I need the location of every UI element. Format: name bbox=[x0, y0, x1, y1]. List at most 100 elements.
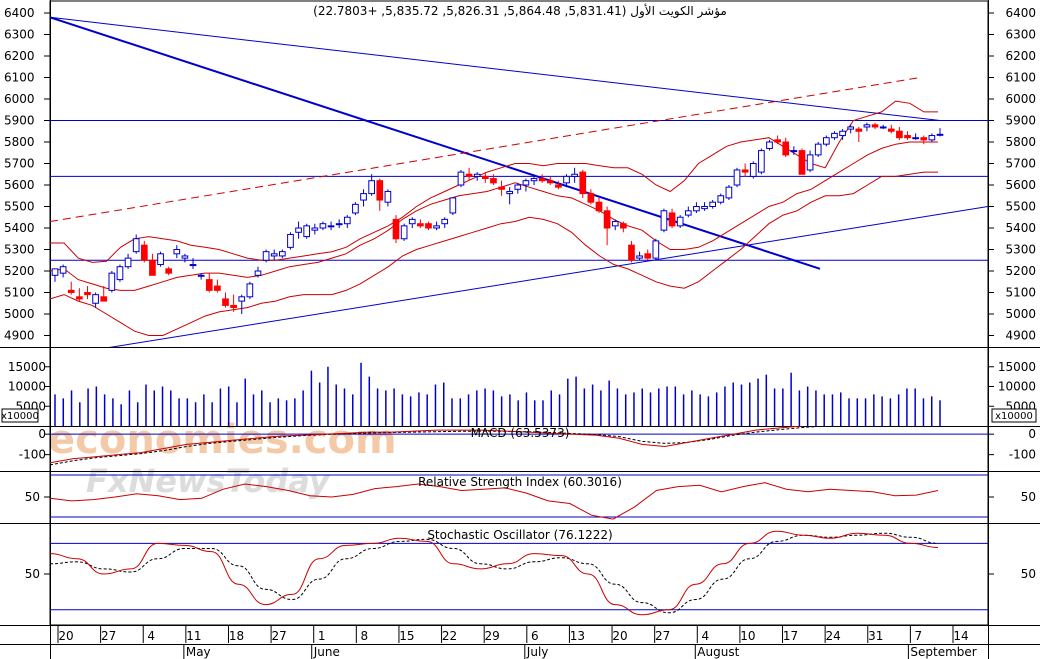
candle-body bbox=[669, 213, 675, 226]
candle-body bbox=[466, 174, 472, 176]
candle-body bbox=[588, 194, 594, 203]
macd-tick-label-left: 0 bbox=[38, 427, 46, 441]
candle-body bbox=[206, 280, 212, 291]
date-tick-label: 27 bbox=[101, 629, 116, 643]
date-tick-label: 15 bbox=[399, 629, 414, 643]
candle-body bbox=[109, 273, 115, 290]
candle-body bbox=[279, 252, 285, 256]
candle-body bbox=[482, 176, 488, 178]
date-tick-label: 8 bbox=[361, 629, 369, 643]
watermark-fxnewstoday: FxNewsToday bbox=[86, 462, 331, 500]
candle-body bbox=[450, 198, 456, 213]
candle-body bbox=[694, 207, 700, 211]
candle-body bbox=[913, 138, 919, 139]
date-tick-label: 18 bbox=[229, 629, 244, 643]
macd-title: MACD (63.5373) bbox=[471, 426, 570, 440]
candle-body bbox=[807, 155, 813, 170]
candle-body bbox=[166, 269, 172, 273]
candle-body bbox=[539, 179, 545, 181]
macd-tick-label-right: -100 bbox=[1009, 448, 1036, 462]
candle-body bbox=[726, 187, 732, 198]
candle-body bbox=[767, 142, 773, 148]
price-tick-label-left: 6400 bbox=[4, 6, 35, 20]
candle-body bbox=[872, 125, 878, 127]
price-tick-label-right: 5100 bbox=[1005, 286, 1036, 300]
candle-body bbox=[231, 305, 237, 307]
date-tick-label: 1 bbox=[318, 629, 326, 643]
price-tick-label-left: 5400 bbox=[4, 221, 35, 235]
candle-body bbox=[158, 254, 164, 265]
volume-tick-label-right: 10000 bbox=[998, 380, 1036, 394]
price-tick-label-left: 4900 bbox=[4, 329, 35, 343]
candle-body bbox=[288, 234, 294, 247]
candle-body bbox=[68, 290, 74, 292]
price-tick-label-right: 4900 bbox=[1005, 329, 1036, 343]
candle-body bbox=[434, 226, 440, 228]
candle-body bbox=[77, 297, 83, 299]
candle-body bbox=[564, 176, 570, 182]
candle-body bbox=[937, 134, 943, 135]
month-label: July bbox=[526, 645, 549, 659]
candle-body bbox=[572, 174, 578, 176]
price-tick-label-left: 5000 bbox=[4, 307, 35, 321]
date-tick-label: 22 bbox=[442, 629, 457, 643]
candle-body bbox=[507, 191, 513, 193]
date-tick-label: 7 bbox=[915, 629, 923, 643]
candle-body bbox=[823, 138, 829, 144]
rsi-tick-label-right: 50 bbox=[1021, 490, 1036, 504]
candle-body bbox=[474, 174, 480, 176]
candle-body bbox=[239, 297, 245, 301]
candle-body bbox=[377, 181, 383, 200]
month-label: August bbox=[697, 645, 739, 659]
candle-body bbox=[556, 185, 562, 187]
candle-body bbox=[897, 131, 903, 137]
candle-body bbox=[385, 191, 391, 202]
candle-body bbox=[344, 217, 350, 223]
stochastic-title: Stochastic Oscillator (76.1222) bbox=[427, 528, 612, 542]
price-tick-label-right: 6300 bbox=[1005, 28, 1036, 42]
price-tick-label-left: 5900 bbox=[4, 114, 35, 128]
candle-body bbox=[223, 299, 229, 305]
candle-body bbox=[255, 271, 261, 275]
candle-body bbox=[215, 286, 221, 290]
macd-tick-label-right: 0 bbox=[1028, 427, 1036, 441]
price-tick-label-right: 5500 bbox=[1005, 200, 1036, 214]
price-tick-label-left: 5700 bbox=[4, 157, 35, 171]
volume-tick-label-right: 15000 bbox=[998, 360, 1036, 374]
candle-body bbox=[880, 127, 886, 128]
candle-body bbox=[531, 179, 537, 181]
price-tick-label-right: 5000 bbox=[1005, 307, 1036, 321]
candle-body bbox=[888, 129, 894, 131]
date-tick-label: 13 bbox=[570, 629, 585, 643]
date-tick-label: 24 bbox=[826, 629, 841, 643]
candle-body bbox=[328, 226, 334, 227]
candle-body bbox=[353, 204, 359, 213]
candle-body bbox=[637, 256, 643, 258]
candle-body bbox=[685, 211, 691, 215]
date-tick-label: 27 bbox=[271, 629, 286, 643]
candle-body bbox=[198, 275, 204, 276]
date-tick-label: 11 bbox=[186, 629, 201, 643]
rsi-title: Relative Strength Index (60.3016) bbox=[418, 475, 622, 489]
candle-body bbox=[60, 267, 66, 273]
price-tick-label-left: 5500 bbox=[4, 200, 35, 214]
candle-body bbox=[929, 136, 935, 140]
candle-body bbox=[85, 293, 91, 295]
date-tick-label: 17 bbox=[783, 629, 798, 643]
candle-body bbox=[304, 226, 310, 237]
candle-body bbox=[458, 172, 464, 185]
candle-body bbox=[596, 202, 602, 211]
candle-body bbox=[759, 151, 765, 173]
price-tick-label-right: 5700 bbox=[1005, 157, 1036, 171]
candle-body bbox=[361, 194, 367, 200]
candle-body bbox=[653, 241, 659, 258]
candle-body bbox=[710, 202, 716, 206]
price-tick-label-right: 5900 bbox=[1005, 114, 1036, 128]
price-tick-label-right: 6400 bbox=[1005, 6, 1036, 20]
candle-body bbox=[604, 211, 610, 228]
candle-body bbox=[921, 138, 927, 140]
date-tick-label: 20 bbox=[58, 629, 73, 643]
chart-title: مؤشر الكويت الأول (5,831.41, 5,864.48, 5… bbox=[313, 3, 727, 19]
date-tick-label: 4 bbox=[701, 629, 709, 643]
candle-body bbox=[905, 136, 911, 138]
